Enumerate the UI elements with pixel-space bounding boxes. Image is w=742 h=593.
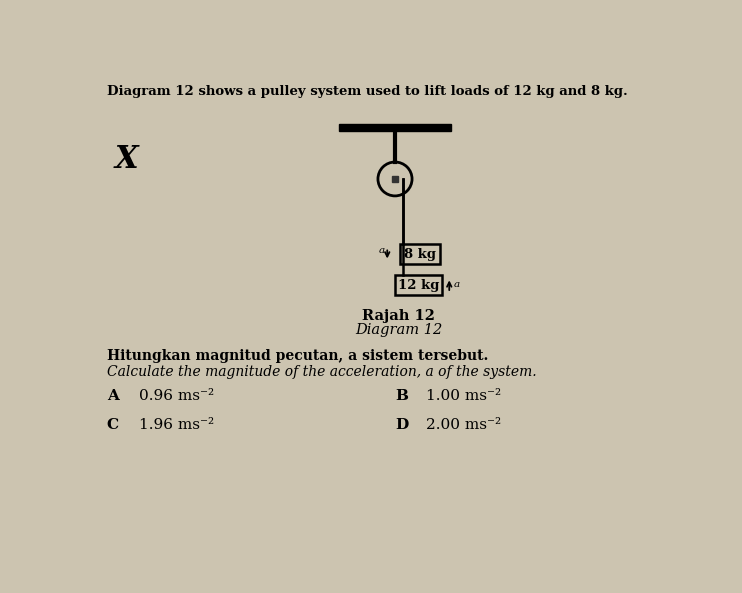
Bar [395, 275, 441, 295]
Text: C: C [107, 419, 119, 432]
Bar [339, 123, 451, 131]
Text: Diagram 12 shows a pulley system used to lift loads of 12 kg and 8 kg.: Diagram 12 shows a pulley system used to… [107, 85, 628, 98]
Text: 0.96 ms⁻²: 0.96 ms⁻² [139, 389, 214, 403]
Text: 8 kg: 8 kg [404, 248, 436, 261]
Text: 12 kg: 12 kg [398, 279, 439, 292]
Bar [400, 244, 440, 264]
Text: 2.00 ms⁻²: 2.00 ms⁻² [426, 419, 501, 432]
Text: 1.00 ms⁻²: 1.00 ms⁻² [426, 389, 501, 403]
Bar [393, 176, 398, 181]
Text: Hitungkan magnitud pecutan, a sistem tersebut.: Hitungkan magnitud pecutan, a sistem ter… [107, 349, 488, 363]
Text: Diagram 12: Diagram 12 [355, 323, 442, 337]
Text: a: a [454, 280, 460, 289]
Text: X: X [114, 144, 138, 176]
Text: A: A [107, 389, 119, 403]
Text: Rajah 12: Rajah 12 [362, 309, 436, 323]
Text: B: B [395, 389, 408, 403]
Text: Calculate the magnitude of the acceleration, a of the system.: Calculate the magnitude of the accelerat… [107, 365, 536, 378]
Text: D: D [395, 419, 408, 432]
Text: a: a [378, 246, 385, 255]
Text: 1.96 ms⁻²: 1.96 ms⁻² [139, 419, 214, 432]
